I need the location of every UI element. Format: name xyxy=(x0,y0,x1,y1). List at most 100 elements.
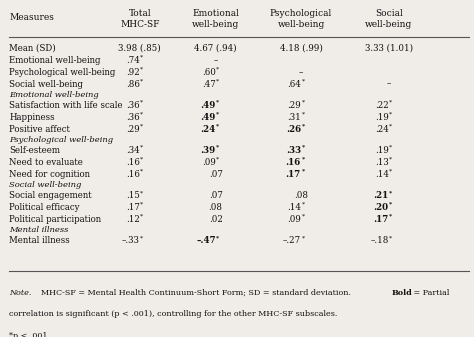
Text: –.18: –.18 xyxy=(370,236,389,245)
Text: .17: .17 xyxy=(374,215,389,224)
Text: .36: .36 xyxy=(126,101,140,110)
Text: *: * xyxy=(140,202,144,207)
Text: *: * xyxy=(140,145,144,150)
Text: –.27: –.27 xyxy=(283,236,301,245)
Text: .19: .19 xyxy=(375,113,389,122)
Text: *: * xyxy=(301,214,305,219)
Text: .29: .29 xyxy=(126,125,140,134)
Text: *: * xyxy=(389,168,392,174)
Text: .19: .19 xyxy=(375,146,389,155)
Text: *: * xyxy=(301,112,305,117)
Text: .14: .14 xyxy=(375,170,389,179)
Text: .49: .49 xyxy=(201,113,216,122)
Text: –: – xyxy=(213,56,218,65)
Text: Bold: Bold xyxy=(392,288,412,297)
Text: *: * xyxy=(301,124,305,129)
Text: .08: .08 xyxy=(209,203,223,212)
Text: *: * xyxy=(389,235,392,240)
Text: *: * xyxy=(301,79,305,84)
Text: *: * xyxy=(140,112,144,117)
Text: *: * xyxy=(389,157,392,162)
Text: *: * xyxy=(216,79,219,84)
Text: .17: .17 xyxy=(286,170,301,179)
Text: *: * xyxy=(140,100,144,105)
Text: Total
MHC-SF: Total MHC-SF xyxy=(120,9,160,29)
Text: Social engagement: Social engagement xyxy=(9,191,92,200)
Text: *: * xyxy=(140,235,144,240)
Text: Self-esteem: Self-esteem xyxy=(9,146,61,155)
Text: *p < .001.: *p < .001. xyxy=(9,332,50,337)
Text: Social well-being: Social well-being xyxy=(9,181,82,189)
Text: *: * xyxy=(389,100,392,105)
Text: *: * xyxy=(389,214,392,219)
Text: Mental illness: Mental illness xyxy=(9,236,70,245)
Text: Note.: Note. xyxy=(9,288,32,297)
Text: .07: .07 xyxy=(209,191,223,200)
Text: .02: .02 xyxy=(209,215,223,224)
Text: 3.33 (1.01): 3.33 (1.01) xyxy=(365,44,413,53)
Text: *: * xyxy=(301,100,305,105)
Text: *: * xyxy=(140,124,144,129)
Text: *: * xyxy=(140,55,144,60)
Text: *: * xyxy=(140,67,144,72)
Text: .09: .09 xyxy=(287,215,301,224)
Text: .09: .09 xyxy=(202,158,216,167)
Text: *: * xyxy=(301,202,305,207)
Text: = Partial: = Partial xyxy=(411,288,449,297)
Text: .24: .24 xyxy=(201,125,216,134)
Text: –: – xyxy=(299,68,303,77)
Text: .12: .12 xyxy=(126,215,140,224)
Text: .20: .20 xyxy=(374,203,389,212)
Text: .24: .24 xyxy=(375,125,389,134)
Text: Emotional well-being: Emotional well-being xyxy=(9,91,99,99)
Text: .49: .49 xyxy=(201,101,216,110)
Text: Measures: Measures xyxy=(9,12,55,22)
Text: *: * xyxy=(140,190,144,195)
Text: *: * xyxy=(301,157,305,162)
Text: .17: .17 xyxy=(126,203,140,212)
Text: *: * xyxy=(216,235,219,240)
Text: .08: .08 xyxy=(294,191,308,200)
Text: .22: .22 xyxy=(375,101,389,110)
Text: Need for cognition: Need for cognition xyxy=(9,170,91,179)
Text: *: * xyxy=(216,67,219,72)
Text: Satisfaction with life scale: Satisfaction with life scale xyxy=(9,101,123,110)
Text: .36: .36 xyxy=(126,113,140,122)
Text: .16: .16 xyxy=(126,158,140,167)
Text: *: * xyxy=(389,112,392,117)
Text: 4.67 (.94): 4.67 (.94) xyxy=(194,44,237,53)
Text: .74: .74 xyxy=(126,56,140,65)
Text: Mental illness: Mental illness xyxy=(9,226,69,234)
Text: *: * xyxy=(389,124,392,129)
Text: .16: .16 xyxy=(126,170,140,179)
Text: *: * xyxy=(140,168,144,174)
Text: .33: .33 xyxy=(286,146,301,155)
Text: *: * xyxy=(140,214,144,219)
Text: MHC-SF = Mental Health Continuum-Short Form; SD = standard deviation.: MHC-SF = Mental Health Continuum-Short F… xyxy=(36,288,354,297)
Text: Mean (SD): Mean (SD) xyxy=(9,44,56,53)
Text: .92: .92 xyxy=(126,68,140,77)
Text: .15: .15 xyxy=(126,191,140,200)
Text: 4.18 (.99): 4.18 (.99) xyxy=(280,44,322,53)
Text: *: * xyxy=(140,79,144,84)
Text: *: * xyxy=(301,235,305,240)
Text: .64: .64 xyxy=(287,80,301,89)
Text: .86: .86 xyxy=(126,80,140,89)
Text: *: * xyxy=(301,168,305,174)
Text: .31: .31 xyxy=(287,113,301,122)
Text: Positive affect: Positive affect xyxy=(9,125,70,134)
Text: .16: .16 xyxy=(286,158,301,167)
Text: –.47: –.47 xyxy=(196,236,216,245)
Text: *: * xyxy=(216,157,219,162)
Text: .60: .60 xyxy=(202,68,216,77)
Text: .39: .39 xyxy=(201,146,216,155)
Text: .13: .13 xyxy=(375,158,389,167)
Text: *: * xyxy=(301,145,305,150)
Text: *: * xyxy=(216,145,219,150)
Text: *: * xyxy=(389,145,392,150)
Text: Emotional well-being: Emotional well-being xyxy=(9,56,101,65)
Text: *: * xyxy=(389,202,392,207)
Text: .07: .07 xyxy=(209,170,223,179)
Text: *: * xyxy=(216,100,219,105)
Text: Social
well-being: Social well-being xyxy=(365,9,412,29)
